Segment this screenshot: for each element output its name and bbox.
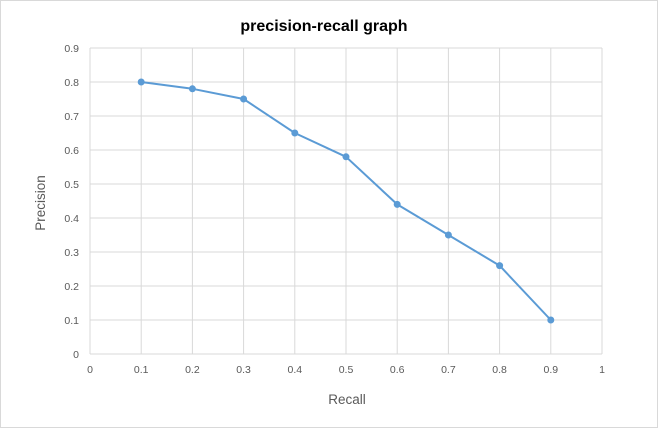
y-tick-label: 0.8 [64,77,79,89]
y-tick-label: 0.4 [64,213,79,225]
y-axis-label: Precision [33,175,48,231]
x-tick-labels: 0 0.1 0.2 0.3 0.4 0.5 0.6 0.7 0.8 0.9 1 [87,364,605,376]
data-point [240,95,248,103]
series-layer [137,78,555,324]
chart-title: precision-recall graph [240,18,407,35]
y-tick-label: 0.1 [64,315,79,327]
data-point [188,85,196,93]
y-tick-label: 0.9 [64,43,79,55]
gridlines [89,47,603,355]
x-tick-label: 0.5 [339,364,354,376]
x-tick-label: 0.1 [134,364,149,376]
y-tick-labels: 0 0.1 0.2 0.3 0.4 0.5 0.6 0.7 0.8 0.9 [64,43,79,361]
data-point [342,153,350,161]
data-point [496,262,504,270]
x-tick-label: 0.8 [492,364,507,376]
x-tick-label: 0.9 [543,364,558,376]
y-tick-label: 0.3 [64,247,79,259]
data-point [393,200,401,208]
x-tick-label: 0 [87,364,93,376]
y-tick-label: 0.7 [64,111,79,123]
data-point [547,316,555,324]
y-tick-label: 0.6 [64,145,79,157]
x-tick-label: 1 [599,364,605,376]
x-tick-label: 0.2 [185,364,200,376]
x-tick-label: 0.4 [287,364,302,376]
x-tick-label: 0.7 [441,364,456,376]
y-tick-label: 0 [73,349,79,361]
data-point [444,231,452,239]
y-tick-label: 0.5 [64,179,79,191]
x-axis-label: Recall [328,392,366,407]
x-tick-label: 0.3 [236,364,251,376]
x-tick-label: 0.6 [390,364,405,376]
data-point [291,129,299,137]
y-tick-label: 0.2 [64,281,79,293]
data-point [137,78,145,86]
